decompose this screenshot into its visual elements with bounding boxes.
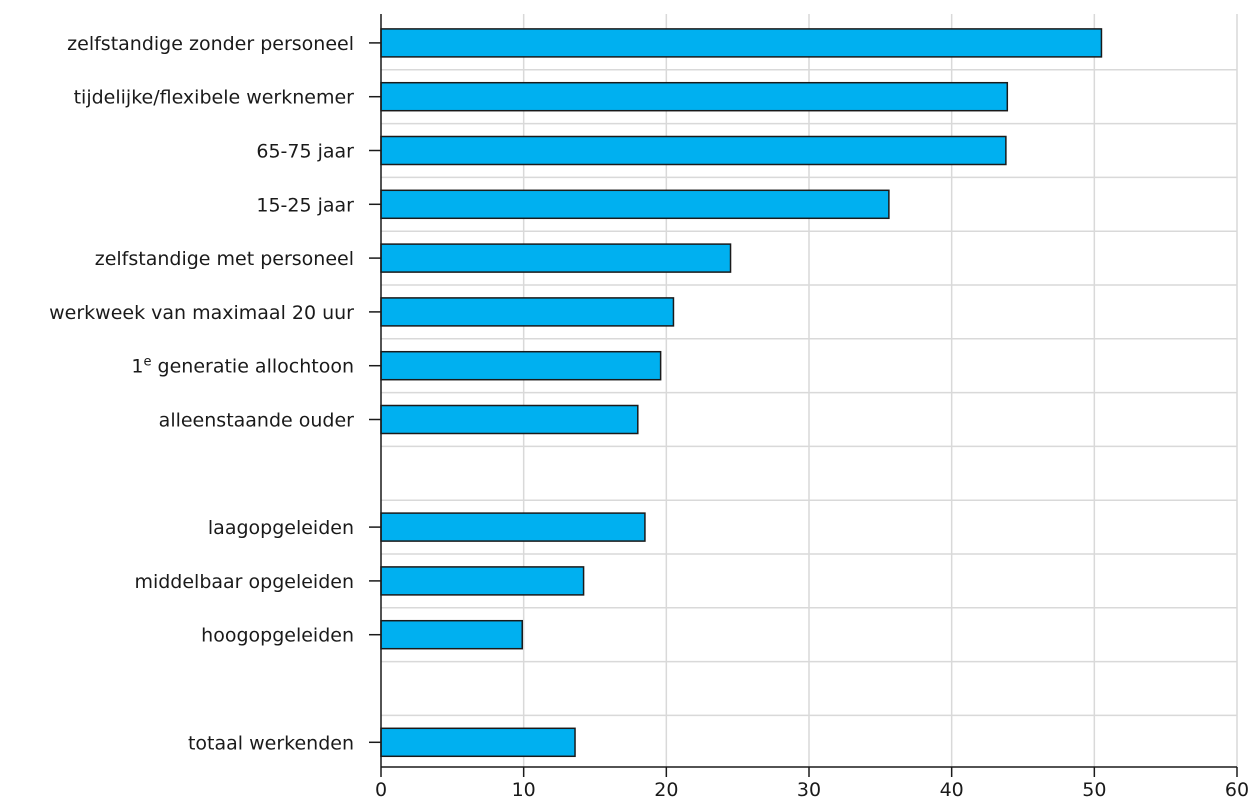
bar	[380, 619, 523, 650]
x-tick-label: 0	[375, 779, 387, 799]
bar	[380, 350, 662, 381]
category-label: laagopgeleiden	[208, 517, 354, 539]
x-tick-label: 40	[940, 779, 964, 799]
category-label: middelbaar opgeleiden	[134, 571, 354, 593]
bar	[380, 81, 1009, 112]
bar	[380, 404, 639, 435]
x-tick-label: 20	[654, 779, 678, 799]
category-label: alleenstaande ouder	[159, 410, 355, 432]
x-tick-label: 30	[797, 779, 821, 799]
bar	[380, 566, 585, 596]
grid	[381, 14, 1238, 767]
labels: zelfstandige zonder personeel tijdelijke/…	[49, 33, 1249, 799]
bar	[380, 28, 1103, 58]
category-label: hoogopgeleiden	[201, 625, 354, 647]
x-tick-label: 60	[1225, 779, 1249, 799]
bar	[380, 189, 890, 220]
bar	[380, 243, 732, 273]
category-label: 15-25 jaar	[256, 194, 354, 216]
bar	[380, 297, 675, 327]
bar	[380, 135, 1007, 166]
x-tick-label: 10	[512, 779, 536, 799]
category-label: tijdelijke/flexibele werknemer	[74, 87, 355, 109]
category-label: zelfstandige met personeel	[95, 248, 354, 270]
x-tick-label: 50	[1082, 779, 1106, 799]
category-label: werkweek van maximaal 20 uur	[49, 302, 354, 324]
category-label: 65-75 jaar	[256, 141, 354, 163]
bars	[380, 28, 1103, 758]
bar	[380, 727, 576, 758]
bar	[380, 512, 646, 542]
category-label: zelfstandige zonder personeel	[67, 33, 354, 55]
axes	[369, 14, 1238, 777]
category-label: 1e generatie allochtoon	[131, 355, 354, 378]
category-label: totaal werkenden	[188, 732, 354, 754]
